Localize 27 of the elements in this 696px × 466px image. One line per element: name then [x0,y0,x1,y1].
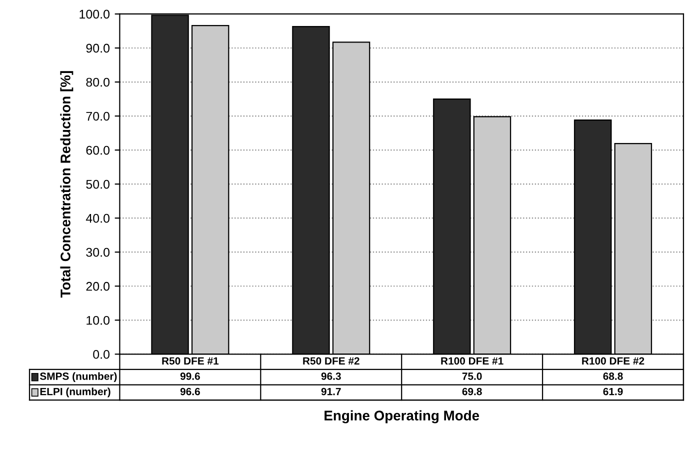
y-tick-label: 0.0 [93,350,110,359]
data-label: 75.0 [462,372,482,380]
y-tick-label: 100.0 [80,10,110,19]
y-tick-label: 90.0 [86,44,110,53]
data-label: 68.8 [603,372,623,380]
y-tick-label: 50.0 [86,180,110,189]
x-tick-label: R50 DFE #1 [162,357,219,365]
data-label: 99.6 [180,372,200,380]
y-tick-label: 70.0 [86,112,110,121]
x-tick-label: R50 DFE #2 [303,357,360,365]
data-label: 96.6 [180,388,200,396]
x-axis-title: Engine Operating Mode [324,410,480,424]
y-tick-label: 80.0 [86,78,110,87]
legend-label: SMPS (number) [40,372,117,382]
legend-label: ELPI (number) [40,388,110,398]
y-tick-label: 40.0 [86,214,110,223]
data-label: 96.3 [321,372,341,380]
data-label: 69.8 [462,388,482,396]
y-tick-label: 30.0 [86,248,110,257]
y-tick-label: 20.0 [86,282,110,291]
y-axis-title: Total Concentration Reduction [%] [60,71,74,298]
y-tick-label: 10.0 [86,316,110,325]
y-tick-label: 60.0 [86,146,110,155]
x-tick-label: R100 DFE #2 [582,357,644,365]
x-tick-label: R100 DFE #1 [441,357,504,365]
data-label: 91.7 [321,388,341,396]
data-label: 61.9 [603,388,623,396]
